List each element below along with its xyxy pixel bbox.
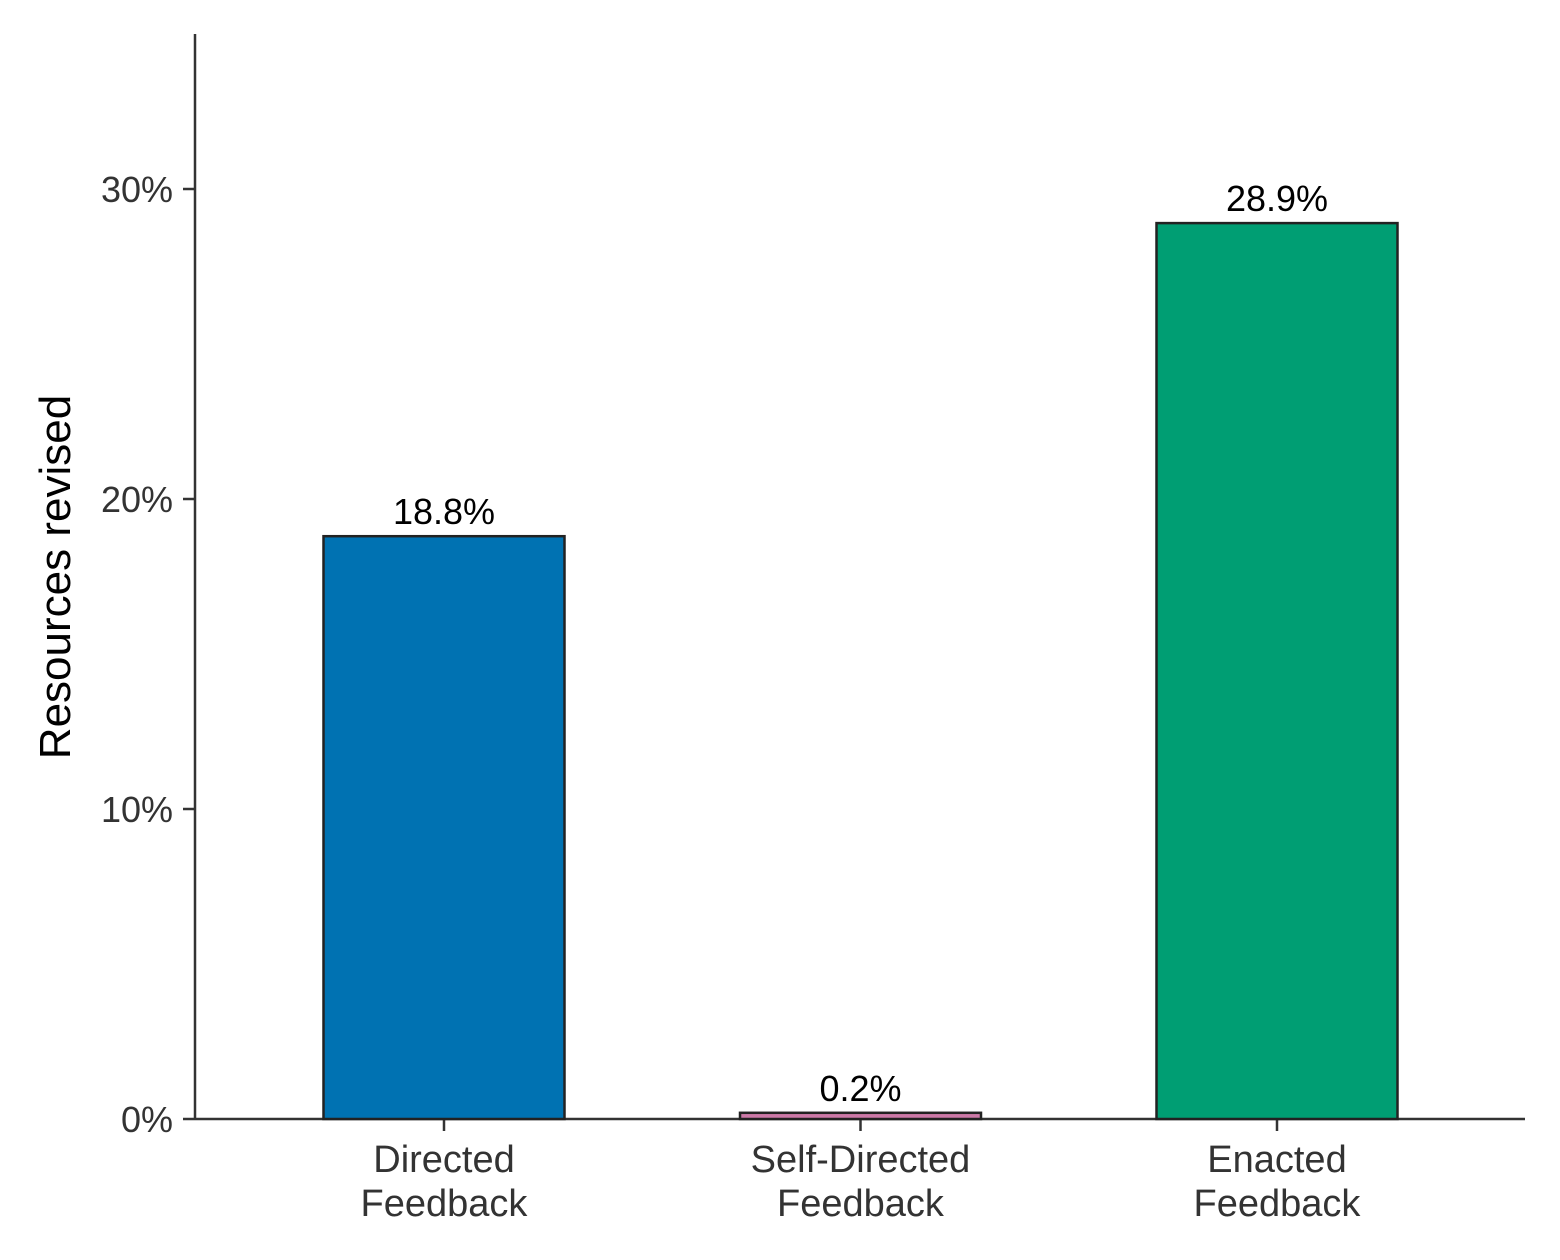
bar [1155,221,1399,1121]
x-tick-label: Enacted Feedback [1194,1139,1362,1225]
y-axis: 0% 10% 20% 30% [101,34,197,1140]
y-tick-label: 20% [101,479,173,520]
x-tick-label-line: Directed [373,1139,515,1181]
x-tick-label-line: Self-Directed [751,1139,971,1181]
data-labels: 18.8% 0.2% 28.9% [393,178,1328,1109]
bar [322,534,566,1121]
bar-value-label: 18.8% [393,491,495,532]
bar-value-label: 0.2% [819,1068,901,1109]
x-tick-label-line: Feedback [361,1183,529,1225]
bar [738,1111,983,1121]
x-tick-label-line: Feedback [1194,1183,1362,1225]
y-tick-label: 0% [121,1099,173,1140]
x-tick-label: Directed Feedback [361,1139,529,1225]
bars [322,221,1399,1121]
y-tick-label: 30% [101,169,173,210]
x-tick-label-line: Enacted [1207,1139,1346,1181]
y-tick-label: 10% [101,789,173,830]
x-tick-label-line: Feedback [777,1183,945,1225]
y-axis-title: Resources revised [31,395,80,759]
x-tick-label: Self-Directed Feedback [751,1139,971,1225]
bar-value-label: 28.9% [1226,178,1328,219]
